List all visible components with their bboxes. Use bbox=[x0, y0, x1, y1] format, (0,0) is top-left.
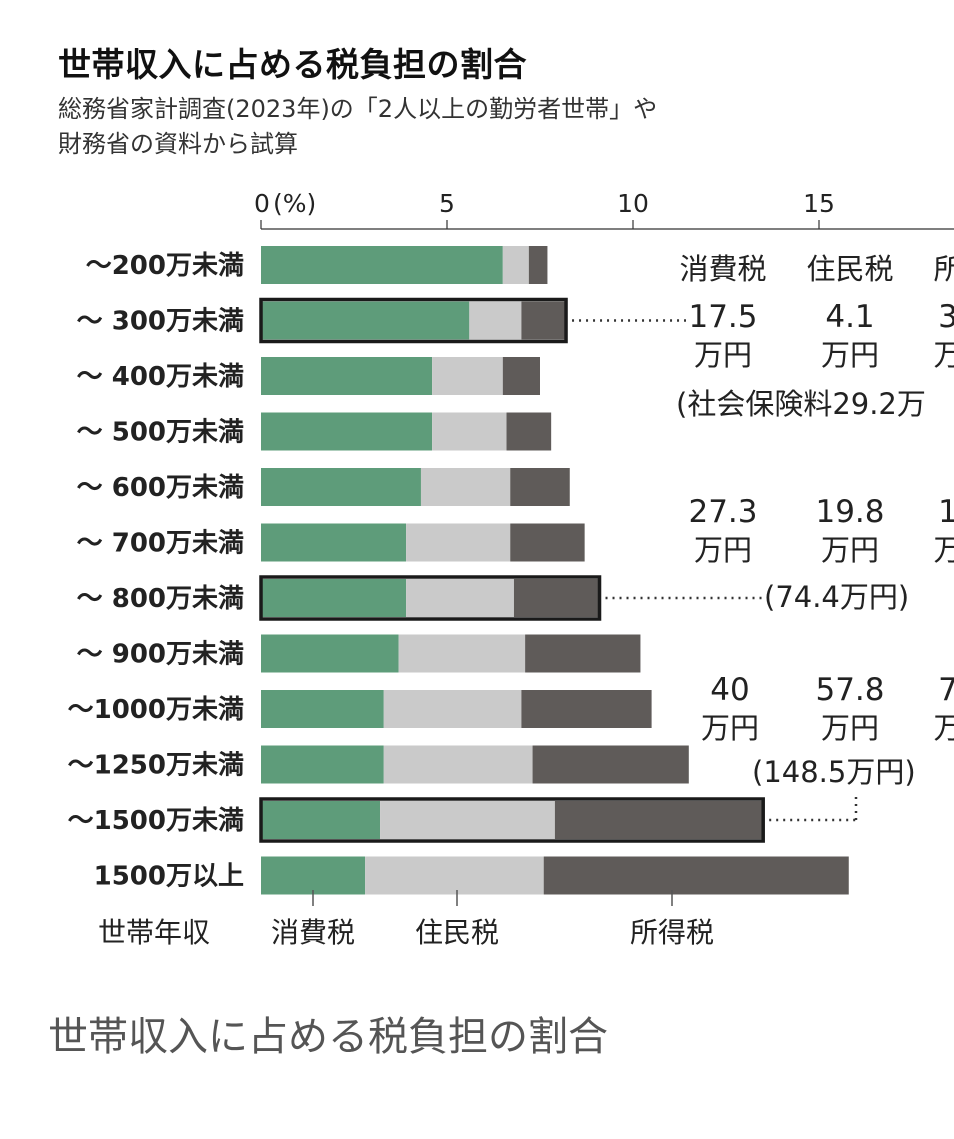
x-axis-unit: (%) bbox=[273, 189, 316, 218]
category-label: ～ 500万未満 bbox=[77, 418, 244, 448]
legend-label: 消費税 bbox=[271, 916, 355, 949]
annotation-amount: 40 bbox=[710, 672, 749, 708]
bar-segment bbox=[502, 246, 529, 284]
bar-segment bbox=[261, 412, 433, 451]
annotation-unit: 万 bbox=[933, 711, 954, 745]
category-label: ～ 800万未満 bbox=[77, 584, 244, 614]
bar-segment bbox=[365, 856, 544, 895]
bar-segment bbox=[261, 579, 407, 617]
annotation-header: 消費税 bbox=[679, 252, 766, 286]
annotation-unit: 万円 bbox=[694, 533, 752, 567]
bar-segment bbox=[521, 301, 567, 340]
bar-segment bbox=[261, 745, 384, 784]
bar-segment bbox=[406, 523, 511, 562]
bar-segment bbox=[261, 301, 470, 340]
bar-segment bbox=[532, 745, 689, 784]
x-tick-label: 5 bbox=[439, 189, 455, 218]
annotation-amount: 3 bbox=[938, 299, 954, 335]
category-label: ～200万未満 bbox=[86, 251, 244, 281]
annotation-amount: 27.3 bbox=[688, 494, 757, 530]
annotation-amount: 7 bbox=[938, 672, 954, 708]
highlight-border bbox=[259, 797, 765, 843]
annotation-header: 住民税 bbox=[806, 252, 893, 286]
bar-segment bbox=[261, 690, 384, 728]
chart-title: 世帯収入に占める税負担の割合 bbox=[58, 45, 527, 84]
bar-segment bbox=[406, 579, 514, 617]
bar-segment bbox=[469, 301, 522, 340]
bar-segment bbox=[513, 579, 600, 617]
legend-label: 所得税 bbox=[630, 916, 714, 949]
bar-segment bbox=[383, 745, 533, 784]
annotation-unit: 万円 bbox=[821, 711, 879, 745]
annotation-unit: 万 bbox=[933, 533, 954, 567]
bar-segment bbox=[261, 856, 366, 895]
x-tick-label: 10 bbox=[617, 189, 649, 218]
category-label: ～1000万未満 bbox=[68, 695, 244, 725]
annotation-header: 所 bbox=[933, 252, 954, 286]
bar-segment bbox=[525, 634, 641, 673]
bar-segment bbox=[510, 523, 585, 562]
bar-segment bbox=[420, 468, 511, 506]
annotation-unit: 万円 bbox=[694, 338, 752, 372]
bar-segment bbox=[432, 412, 507, 451]
annotation-amount: 17.5 bbox=[688, 299, 757, 335]
category-label: ～ 300万未満 bbox=[77, 307, 244, 337]
bar-segment bbox=[383, 690, 522, 728]
chart-subtitle-line-2: 財務省の資料から試算 bbox=[58, 130, 298, 158]
annotation-amount: 57.8 bbox=[815, 672, 884, 708]
category-label: ～1500万未満 bbox=[68, 806, 244, 836]
category-label: ～ 600万未満 bbox=[77, 473, 244, 503]
annotation-amount: 19.8 bbox=[815, 494, 884, 530]
x-tick-label: 0 bbox=[254, 189, 270, 218]
bar-segment bbox=[261, 357, 433, 395]
bar-segment bbox=[380, 801, 555, 839]
annotation-note: (社会保険料29.2万 bbox=[676, 387, 926, 421]
bar-segment bbox=[261, 523, 407, 562]
category-label: ～ 900万未満 bbox=[77, 640, 244, 670]
annotation-unit: 万円 bbox=[821, 338, 879, 372]
bar-segment bbox=[528, 246, 548, 284]
chart-subtitle-line-1: 総務省家計調査(2023年)の「2人以上の勤労者世帯」や bbox=[58, 95, 658, 123]
annotation-unit: 万円 bbox=[821, 533, 879, 567]
bar-segment bbox=[543, 856, 849, 895]
annotation-unit: 万 bbox=[933, 338, 954, 372]
category-label: ～ 400万未満 bbox=[77, 362, 244, 392]
annotation-unit: 万円 bbox=[701, 711, 759, 745]
bar-segment bbox=[261, 634, 399, 673]
bar-segment bbox=[261, 801, 381, 839]
highlight-border bbox=[259, 575, 602, 621]
bar-segment bbox=[506, 412, 552, 451]
bar-segment bbox=[261, 468, 421, 506]
annotation-amount: 1 bbox=[938, 494, 954, 530]
image-caption: 世帯収入に占める税負担の割合 bbox=[48, 1014, 608, 1060]
bar-segment bbox=[554, 801, 764, 839]
annotation-note: (74.4万円) bbox=[764, 580, 909, 614]
category-label: ～1250万未満 bbox=[68, 751, 244, 781]
stacked-bar-chart: 0 5 10 15 (%) ～200万未満 ～ 300万未満 ～ 400万未満 ～ 500万未満… bbox=[68, 189, 954, 949]
x-tick-label: 15 bbox=[803, 189, 835, 218]
bar-segment bbox=[432, 357, 503, 395]
bar-segment bbox=[510, 468, 570, 506]
bar-segment bbox=[521, 690, 652, 728]
legend-label: 住民税 bbox=[415, 916, 499, 949]
bar-segment bbox=[261, 246, 503, 284]
annotation-amount: 4.1 bbox=[825, 299, 874, 335]
y-axis-title: 世帯年収 bbox=[98, 916, 210, 949]
category-label: 1500万以上 bbox=[94, 862, 244, 892]
bar-segment bbox=[398, 634, 526, 673]
bar-segment bbox=[502, 357, 540, 395]
highlight-border bbox=[259, 297, 568, 344]
category-label: ～ 700万未満 bbox=[77, 529, 244, 559]
annotation-note: (148.5万円) bbox=[752, 755, 916, 789]
